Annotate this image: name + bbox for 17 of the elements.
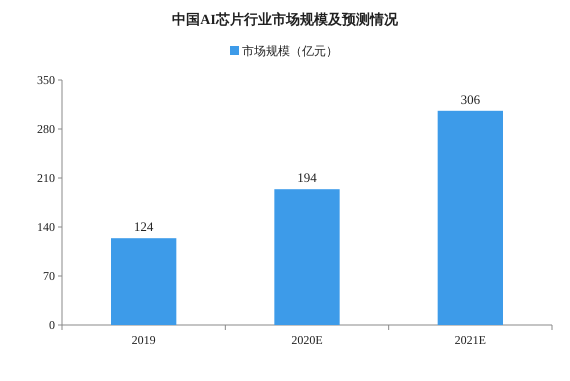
- y-tick-label: 140: [37, 220, 55, 234]
- x-tick-label: 2020E: [291, 333, 323, 347]
- legend-label: 市场规模（亿元）: [242, 44, 338, 58]
- x-tick-label: 2021E: [454, 333, 486, 347]
- y-tick-label: 210: [37, 171, 55, 185]
- bar: [274, 189, 340, 325]
- bar: [438, 110, 503, 325]
- x-tick-label: 2019: [132, 333, 156, 347]
- data-label: 124: [134, 219, 154, 234]
- bar: [111, 238, 176, 325]
- y-tick-label: 280: [37, 122, 55, 136]
- data-label: 306: [460, 92, 481, 107]
- y-tick-label: 350: [37, 73, 55, 87]
- data-label: 194: [297, 170, 318, 186]
- y-tick-label: 70: [43, 269, 55, 283]
- chart-title: 中国AI芯片行业市场规模及预测情况: [172, 11, 399, 28]
- y-tick-label: 0: [49, 318, 55, 332]
